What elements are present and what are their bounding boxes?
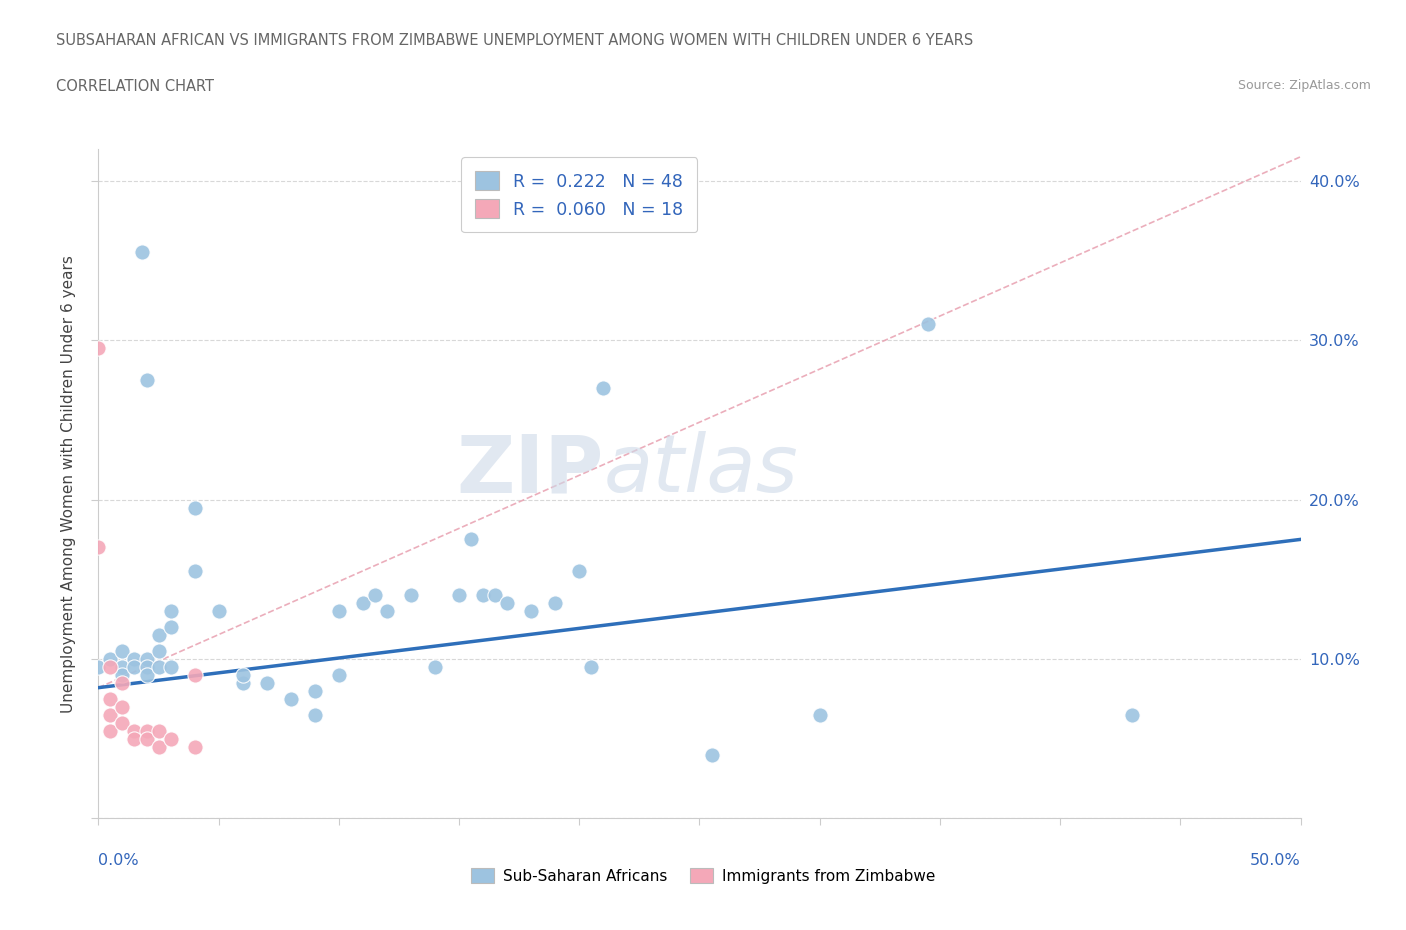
Point — [232, 675, 254, 690]
Point — [100, 652, 122, 667]
Text: Source: ZipAtlas.com: Source: ZipAtlas.com — [1237, 79, 1371, 92]
Point — [100, 691, 122, 706]
Point — [183, 739, 205, 754]
Point — [256, 675, 278, 690]
Point — [111, 699, 134, 714]
Point — [148, 739, 170, 754]
Point — [304, 708, 326, 723]
Point — [304, 684, 326, 698]
Point — [328, 668, 350, 683]
Point — [111, 675, 134, 690]
Point — [183, 668, 205, 683]
Point — [159, 619, 181, 634]
Point — [148, 644, 170, 658]
Legend: R =  0.222   N = 48, R =  0.060   N = 18: R = 0.222 N = 48, R = 0.060 N = 18 — [461, 157, 697, 232]
Point — [484, 588, 506, 603]
Point — [135, 731, 157, 746]
Text: ZIP: ZIP — [456, 432, 603, 510]
Point — [544, 596, 567, 611]
Point — [208, 604, 231, 618]
Point — [460, 532, 482, 547]
Point — [159, 731, 181, 746]
Point — [87, 659, 110, 674]
Point — [447, 588, 470, 603]
Point — [135, 659, 157, 674]
Point — [135, 668, 157, 683]
Text: SUBSAHARAN AFRICAN VS IMMIGRANTS FROM ZIMBABWE UNEMPLOYMENT AMONG WOMEN WITH CHI: SUBSAHARAN AFRICAN VS IMMIGRANTS FROM ZI… — [56, 33, 973, 47]
Point — [148, 724, 170, 738]
Point — [423, 659, 446, 674]
Y-axis label: Unemployment Among Women with Children Under 6 years: Unemployment Among Women with Children U… — [60, 255, 76, 712]
Point — [87, 340, 110, 355]
Text: CORRELATION CHART: CORRELATION CHART — [56, 79, 214, 94]
Point — [232, 668, 254, 683]
Point — [159, 604, 181, 618]
Point — [917, 317, 939, 332]
Point — [183, 500, 205, 515]
Point — [124, 731, 146, 746]
Point — [183, 564, 205, 578]
Point — [87, 540, 110, 555]
Point — [280, 691, 302, 706]
Point — [375, 604, 398, 618]
Point — [700, 747, 723, 762]
Point — [328, 604, 350, 618]
Point — [1121, 708, 1143, 723]
Point — [568, 564, 591, 578]
Point — [135, 724, 157, 738]
Point — [131, 245, 153, 259]
Point — [159, 659, 181, 674]
Point — [100, 708, 122, 723]
Point — [124, 652, 146, 667]
Text: 0.0%: 0.0% — [98, 853, 139, 868]
Point — [111, 668, 134, 683]
Point — [148, 659, 170, 674]
Point — [148, 628, 170, 643]
Point — [364, 588, 387, 603]
Point — [472, 588, 495, 603]
Point — [520, 604, 543, 618]
Point — [808, 708, 831, 723]
Point — [124, 724, 146, 738]
Point — [399, 588, 422, 603]
Legend: Sub-Saharan Africans, Immigrants from Zimbabwe: Sub-Saharan Africans, Immigrants from Zi… — [464, 861, 942, 890]
Point — [135, 373, 157, 388]
Point — [496, 596, 519, 611]
Point — [100, 659, 122, 674]
Point — [124, 659, 146, 674]
Point — [111, 659, 134, 674]
Point — [135, 652, 157, 667]
Point — [592, 380, 614, 395]
Point — [352, 596, 374, 611]
Point — [100, 724, 122, 738]
Text: atlas: atlas — [603, 432, 799, 510]
Point — [111, 715, 134, 730]
Point — [111, 644, 134, 658]
Text: 50.0%: 50.0% — [1250, 853, 1301, 868]
Point — [581, 659, 603, 674]
